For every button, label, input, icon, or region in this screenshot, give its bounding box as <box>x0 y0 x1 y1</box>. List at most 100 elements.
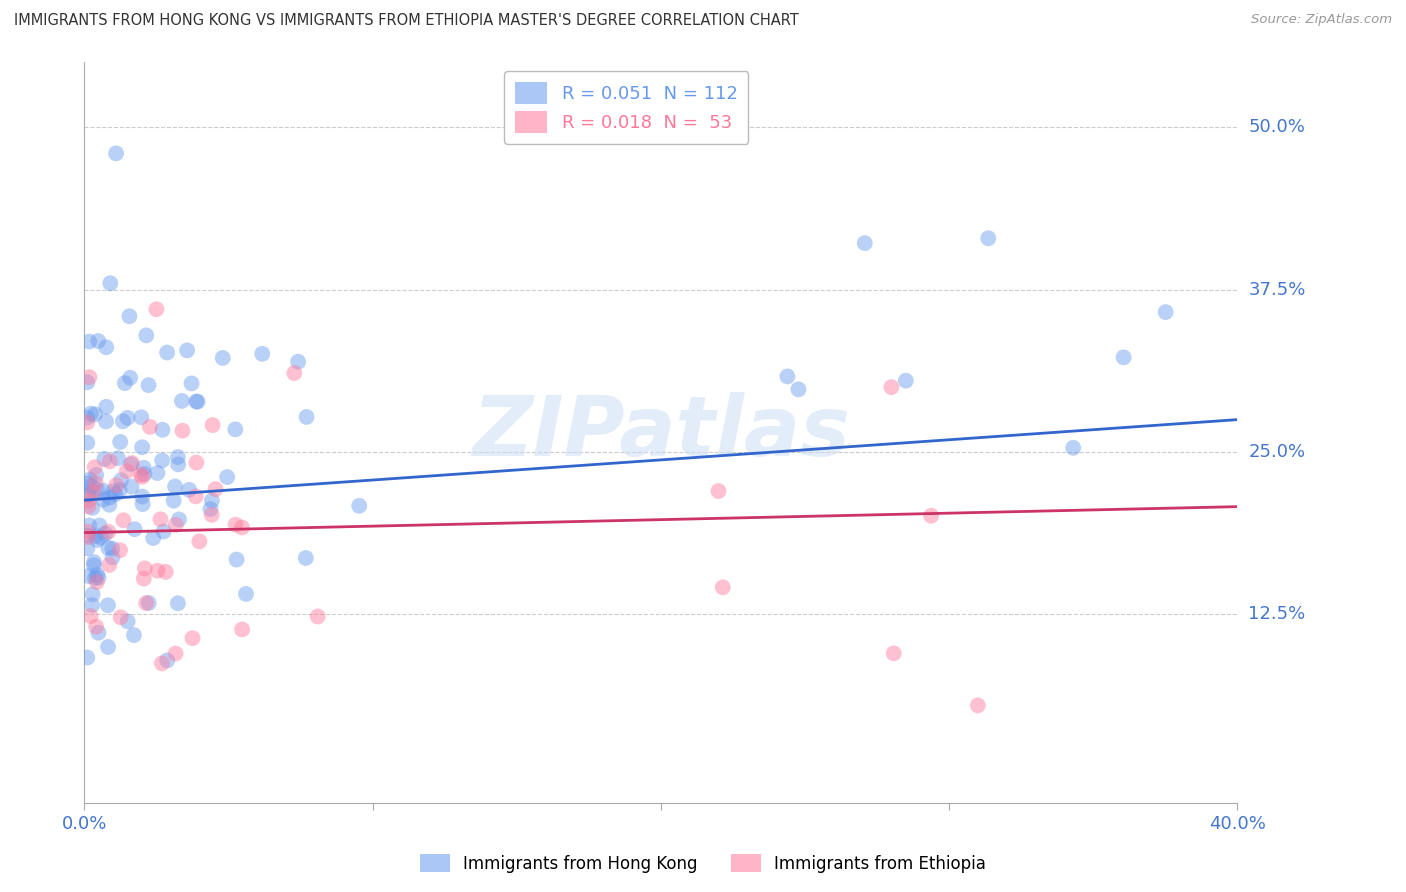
Point <box>76 376 98 390</box>
Point <box>252 347 274 361</box>
Point <box>84 571 107 585</box>
Point <box>76 650 98 665</box>
Point <box>83 460 105 475</box>
Point <box>120 371 142 385</box>
Point <box>79 473 101 487</box>
Point <box>967 698 990 713</box>
Point <box>120 457 142 471</box>
Point <box>114 376 136 390</box>
Point <box>146 564 169 578</box>
Point <box>179 483 201 497</box>
Text: IMMIGRANTS FROM HONG KONG VS IMMIGRANTS FROM ETHIOPIA MASTER'S DEGREE CORRELATIO: IMMIGRANTS FROM HONG KONG VS IMMIGRANTS … <box>14 13 799 29</box>
Point <box>96 340 118 354</box>
Point <box>139 420 162 434</box>
Point <box>163 493 186 508</box>
Point <box>80 479 103 493</box>
Point <box>117 410 139 425</box>
Point <box>1062 441 1084 455</box>
Point <box>167 596 190 610</box>
Point <box>787 382 810 396</box>
Point <box>110 610 132 624</box>
Point <box>231 520 253 534</box>
Point <box>111 414 134 428</box>
Point <box>167 512 190 526</box>
Point <box>231 623 253 637</box>
Point <box>977 231 1000 245</box>
Point <box>307 609 329 624</box>
Point <box>80 407 103 421</box>
Point <box>152 524 174 539</box>
Point <box>82 598 104 612</box>
Point <box>87 334 110 348</box>
Point <box>110 473 132 487</box>
Point <box>86 533 108 547</box>
Point <box>166 450 188 464</box>
Point <box>108 543 131 558</box>
Point <box>167 458 190 472</box>
Point <box>211 351 233 365</box>
Point <box>150 453 173 467</box>
Point <box>1112 351 1135 365</box>
Point <box>76 410 98 425</box>
Point <box>711 580 734 594</box>
Point <box>84 468 107 483</box>
Point <box>77 500 100 514</box>
Point <box>201 418 224 433</box>
Point <box>118 310 141 324</box>
Point <box>77 518 100 533</box>
Point <box>920 508 942 523</box>
Legend: R = 0.051  N = 112, R = 0.018  N =  53: R = 0.051 N = 112, R = 0.018 N = 53 <box>503 71 748 144</box>
Text: Source: ZipAtlas.com: Source: ZipAtlas.com <box>1251 13 1392 27</box>
Point <box>142 531 165 545</box>
Point <box>135 328 157 343</box>
Point <box>105 478 128 492</box>
Point <box>107 451 129 466</box>
Point <box>347 499 370 513</box>
Point <box>76 528 98 542</box>
Point <box>91 483 114 498</box>
Point <box>77 569 100 583</box>
Point <box>82 484 104 499</box>
Point <box>894 374 917 388</box>
Point <box>156 653 179 667</box>
Point <box>87 625 110 640</box>
Point <box>86 483 108 497</box>
Point <box>132 460 155 475</box>
Point <box>94 414 117 428</box>
Point <box>83 555 105 569</box>
Point <box>93 451 115 466</box>
Point <box>77 530 100 544</box>
Point <box>117 615 139 629</box>
Text: 37.5%: 37.5% <box>1249 281 1306 299</box>
Point <box>104 487 127 501</box>
Point <box>853 236 876 251</box>
Point <box>101 541 124 556</box>
Point <box>110 434 132 449</box>
Point <box>186 456 208 470</box>
Point <box>131 470 153 484</box>
Point <box>129 410 152 425</box>
Text: 50.0%: 50.0% <box>1249 119 1305 136</box>
Point <box>135 596 157 610</box>
Point <box>97 524 120 539</box>
Point <box>204 482 226 496</box>
Point <box>131 440 153 454</box>
Point <box>122 628 145 642</box>
Point <box>295 409 318 424</box>
Point <box>82 500 104 515</box>
Point <box>156 345 179 359</box>
Point <box>152 423 174 437</box>
Point <box>201 508 224 522</box>
Text: ZIPatlas: ZIPatlas <box>472 392 849 473</box>
Point <box>96 400 118 414</box>
Text: 25.0%: 25.0% <box>1249 443 1306 461</box>
Point <box>77 334 100 349</box>
Point <box>134 561 156 575</box>
Point <box>170 394 193 409</box>
Point <box>187 394 209 409</box>
Point <box>121 456 143 470</box>
Point <box>86 575 108 590</box>
Point <box>77 488 100 502</box>
Point <box>707 484 730 499</box>
Point <box>200 502 222 516</box>
